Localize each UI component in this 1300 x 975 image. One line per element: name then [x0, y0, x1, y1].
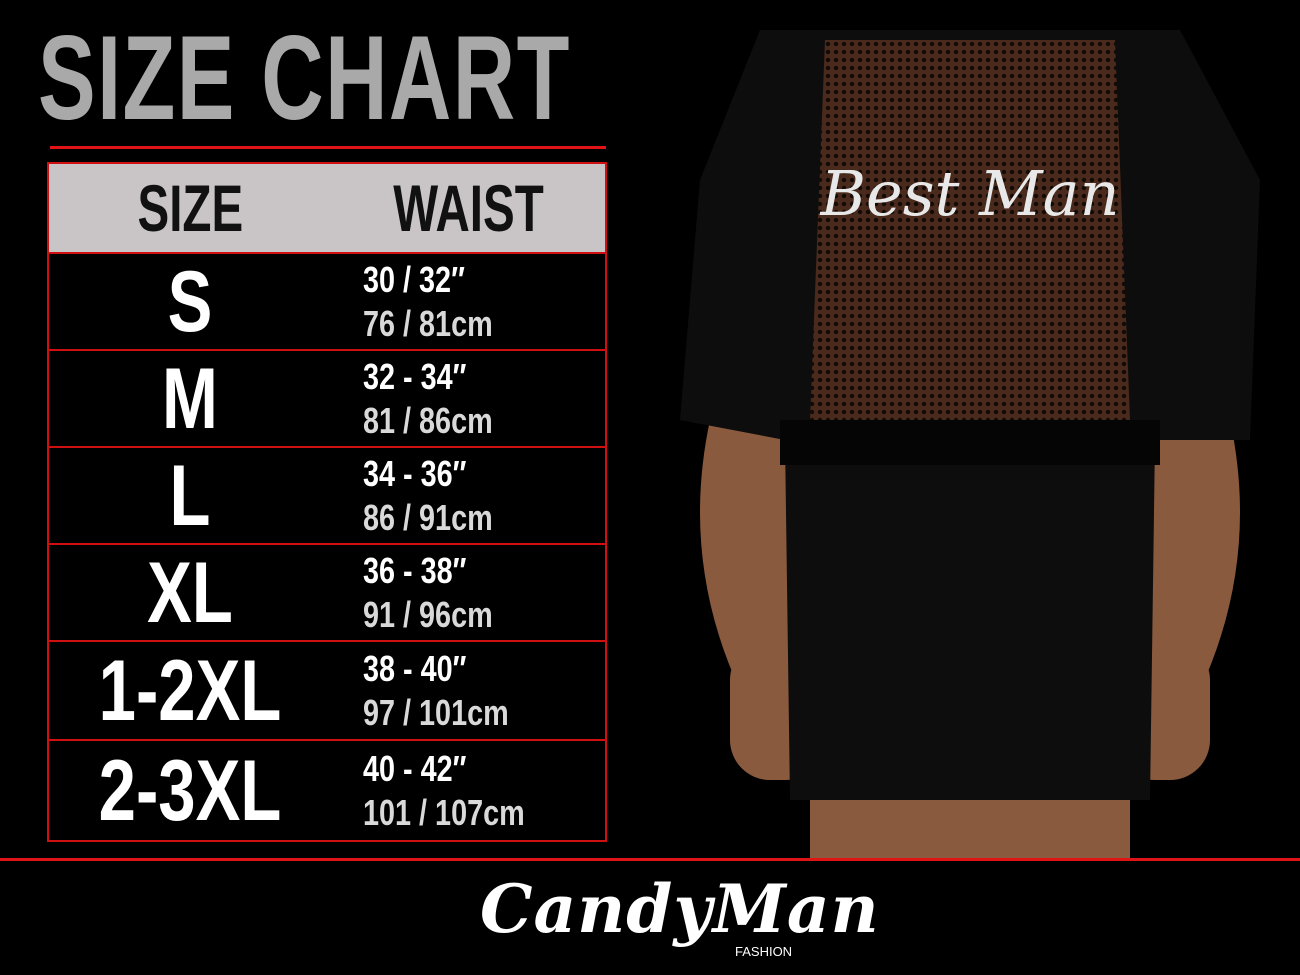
footer-divider: [0, 858, 1300, 861]
table-row: S 30 / 32″ 76 / 81cm: [49, 254, 605, 351]
waist-inches: 30 / 32″: [363, 258, 465, 300]
size-label: L: [169, 447, 211, 544]
waist-inches: 38 - 40″: [363, 647, 467, 689]
waist-cm: 86 / 91cm: [363, 496, 493, 538]
size-label: S: [167, 253, 213, 350]
best-man-print: Best Man: [819, 157, 1119, 230]
product-photo: Best Man: [680, 30, 1260, 858]
belt: [780, 420, 1160, 465]
waist-cm: 91 / 96cm: [363, 593, 493, 635]
table-row: 1-2XL 38 - 40″ 97 / 101cm: [49, 642, 605, 741]
brand-sub: FASHION: [735, 944, 793, 959]
waist-inches: 34 - 36″: [363, 452, 467, 494]
waist-inches: 40 - 42″: [363, 747, 467, 789]
table-row: M 32 - 34″ 81 / 86cm: [49, 351, 605, 448]
page-title: SIZE CHART: [38, 11, 571, 145]
table-header: SIZE WAIST: [49, 164, 605, 254]
waist-inches: 32 - 34″: [363, 355, 467, 397]
waist-values: 34 - 36″ 86 / 91cm: [363, 452, 493, 540]
waist-values: 40 - 42″ 101 / 107cm: [363, 747, 525, 835]
title-divider: [50, 146, 606, 149]
waist-inches: 36 - 38″: [363, 549, 467, 591]
waist-cm: 76 / 81cm: [363, 302, 493, 344]
brand-logo: CandyMan: [480, 870, 880, 948]
waist-values: 32 - 34″ 81 / 86cm: [363, 355, 493, 443]
waist-cm: 97 / 101cm: [363, 691, 509, 733]
table-row: L 34 - 36″ 86 / 91cm: [49, 448, 605, 545]
size-label: XL: [147, 544, 233, 641]
header-waist: WAIST: [392, 171, 544, 245]
table-row: XL 36 - 38″ 91 / 96cm: [49, 545, 605, 642]
mesh-panel: [810, 40, 1130, 420]
size-label: 2-3XL: [98, 742, 282, 839]
size-label: 1-2XL: [98, 642, 282, 739]
waist-values: 36 - 38″ 91 / 96cm: [363, 549, 493, 637]
table-row: 2-3XL 40 - 42″ 101 / 107cm: [49, 741, 605, 840]
waist-values: 30 / 32″ 76 / 81cm: [363, 258, 493, 346]
waist-cm: 101 / 107cm: [363, 791, 525, 833]
waist-cm: 81 / 86cm: [363, 399, 493, 441]
size-table: SIZE WAIST S 30 / 32″ 76 / 81cm M 32 - 3…: [47, 162, 607, 842]
header-size: SIZE: [137, 171, 243, 245]
waist-values: 38 - 40″ 97 / 101cm: [363, 647, 509, 735]
size-label: M: [162, 350, 218, 447]
